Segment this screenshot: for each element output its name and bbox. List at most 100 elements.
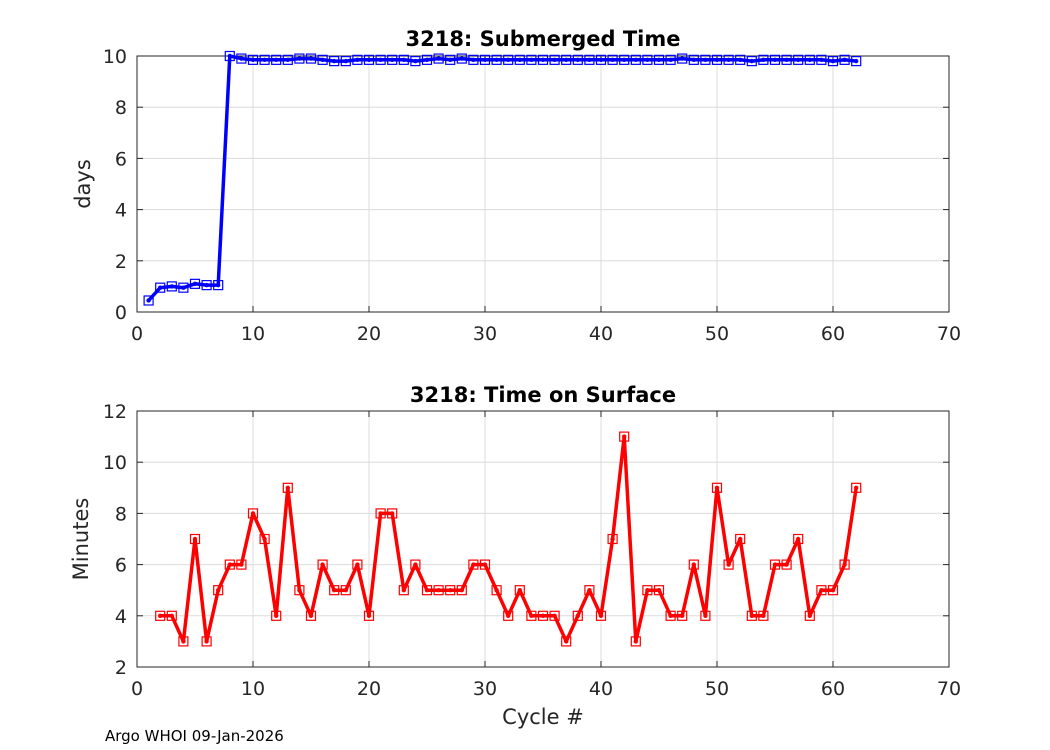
- y-tick-label: 8: [115, 503, 127, 525]
- data-point-dot: [854, 58, 859, 64]
- data-point-marker: [653, 585, 665, 596]
- data-point-dot: [703, 613, 708, 618]
- data-point-marker: [305, 610, 317, 621]
- data-point-dot: [366, 613, 372, 618]
- data-point-dot: [575, 57, 580, 63]
- data-point-marker: [630, 636, 641, 647]
- data-point-dot: [413, 562, 418, 567]
- data-point-dot: [668, 57, 673, 63]
- data-point-dot: [413, 58, 418, 64]
- data-point-dot: [378, 57, 383, 63]
- data-point-dot: [656, 57, 662, 63]
- footer-credit: Argo WHOI 09-Jan-2026: [105, 727, 284, 745]
- data-point-dot: [158, 285, 163, 290]
- data-point-marker: [595, 54, 607, 65]
- y-tick-label: 10: [103, 46, 127, 68]
- data-point-marker: [781, 559, 792, 570]
- data-point-marker: [201, 280, 212, 291]
- data-point-dot: [216, 282, 221, 288]
- data-point-marker: [769, 54, 781, 65]
- data-point-dot: [529, 613, 534, 618]
- data-point-marker: [584, 585, 595, 596]
- data-point-dot: [494, 57, 499, 63]
- data-point-dot: [308, 56, 314, 61]
- y-tick-label: 0: [115, 302, 127, 324]
- data-point-marker: [584, 54, 595, 65]
- data-point-marker: [758, 610, 769, 621]
- data-point-marker: [619, 431, 630, 442]
- data-point-marker: [317, 54, 328, 65]
- data-point-dot: [622, 57, 627, 63]
- data-point-dot: [796, 57, 801, 63]
- data-point-marker: [224, 559, 235, 570]
- data-point-marker: [793, 533, 804, 545]
- data-point-marker: [816, 54, 827, 65]
- data-point-marker: [537, 610, 549, 621]
- data-point-dot: [401, 588, 406, 593]
- y-tick-label: 8: [115, 97, 127, 119]
- data-point-marker: [572, 610, 583, 621]
- data-point-marker: [468, 54, 479, 65]
- data-point-dot: [819, 588, 824, 593]
- data-point-marker: [619, 54, 630, 65]
- data-point-dot: [633, 639, 638, 644]
- y-tick-label: 6: [115, 555, 127, 577]
- data-point-marker: [503, 610, 514, 621]
- data-point-marker: [363, 610, 375, 621]
- data-point-dot: [448, 57, 453, 63]
- data-point-dot: [227, 562, 232, 567]
- data-point-dot: [842, 562, 847, 567]
- x-tick-label: 30: [473, 323, 497, 345]
- data-point-dot: [854, 485, 859, 490]
- data-point-dot: [691, 562, 696, 567]
- data-point-marker: [282, 482, 293, 493]
- data-point-marker: [247, 508, 259, 519]
- data-point-dot: [506, 57, 511, 63]
- data-point-marker: [491, 585, 502, 596]
- data-point-dot: [772, 562, 778, 567]
- data-point-marker: [642, 54, 653, 65]
- data-point-marker: [189, 278, 201, 289]
- data-point-dot: [158, 613, 163, 618]
- data-point-dot: [645, 57, 650, 63]
- data-point-marker: [804, 610, 815, 621]
- data-point-dot: [343, 58, 348, 64]
- data-point-dot: [482, 562, 488, 567]
- x-tick-label: 30: [473, 678, 497, 700]
- data-point-marker: [213, 585, 224, 596]
- data-point-marker: [735, 54, 746, 65]
- data-point-marker: [410, 559, 421, 570]
- data-point-marker: [526, 610, 537, 621]
- data-point-dot: [680, 613, 685, 618]
- x-tick-label: 70: [937, 323, 961, 345]
- data-point-dot: [494, 588, 499, 593]
- data-point-marker: [155, 282, 166, 293]
- data-point-marker: [329, 585, 340, 596]
- data-point-dot: [830, 58, 836, 64]
- y-tick-label: 2: [115, 657, 127, 679]
- data-point-dot: [564, 57, 569, 63]
- data-point-dot: [401, 57, 406, 63]
- data-point-marker: [514, 585, 525, 596]
- data-point-marker: [421, 54, 433, 65]
- data-point-marker: [723, 559, 734, 570]
- data-point-marker: [398, 54, 409, 65]
- x-tick-label: 70: [937, 678, 961, 700]
- data-point-marker: [561, 636, 572, 647]
- data-point-dot: [738, 57, 743, 63]
- data-point-dot: [703, 57, 708, 63]
- data-point-marker: [827, 585, 839, 596]
- data-point-marker: [387, 54, 398, 65]
- data-point-marker: [758, 54, 769, 65]
- x-tick-label: 60: [821, 323, 845, 345]
- data-point-marker: [816, 585, 827, 596]
- data-point-marker: [317, 559, 328, 570]
- data-point-dot: [436, 56, 441, 61]
- data-point-marker: [607, 533, 618, 545]
- data-point-dot: [366, 57, 372, 63]
- data-point-marker: [410, 56, 421, 67]
- x-tick-label: 40: [589, 678, 613, 700]
- x-tick-label: 40: [589, 323, 613, 345]
- chart-title: 3218: Time on Surface: [410, 383, 676, 407]
- data-point-dot: [390, 57, 395, 63]
